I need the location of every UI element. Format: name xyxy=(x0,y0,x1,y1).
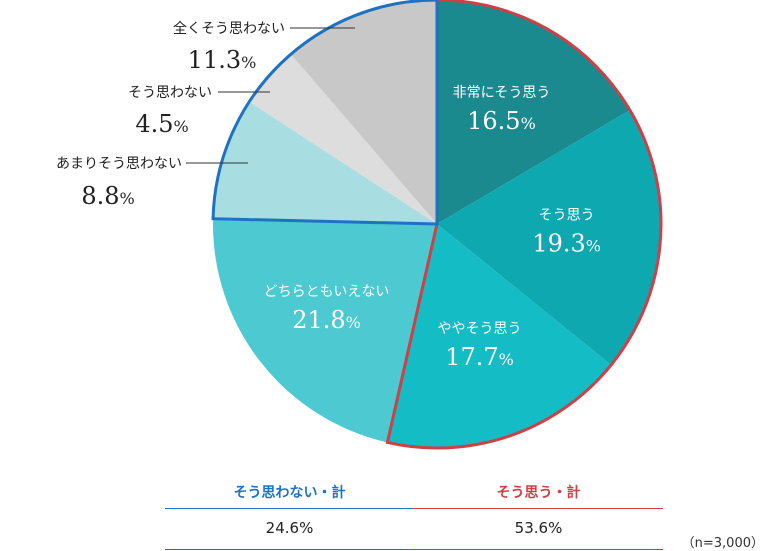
summary-agree-title: そう思う・計 xyxy=(496,485,581,501)
outer-label-6: 全くそう思わない xyxy=(173,20,285,37)
pie-slice-0 xyxy=(437,0,630,224)
outer-label-4: あまりそう思わない xyxy=(56,156,182,172)
pie-slice-5 xyxy=(249,54,437,224)
outer-value-6: 11.3% xyxy=(188,46,257,74)
summary-disagree-rule xyxy=(165,508,414,509)
slice-value-1: 19.3% xyxy=(532,230,601,258)
slice-label-1: そう思う xyxy=(539,208,595,224)
slice-label-3: どちらともいえない xyxy=(264,284,390,300)
summary-agree-value: 53.6% xyxy=(514,519,563,537)
pie-slice-1 xyxy=(437,110,662,365)
summary-agree-total: そう思う・計 53.6% xyxy=(414,478,663,550)
group-outline-0 xyxy=(385,0,663,450)
slice-value-2: 17.7% xyxy=(445,343,514,371)
summary-agree-rule xyxy=(414,508,663,509)
summary-disagree-total: そう思わない・計 24.6% xyxy=(165,478,414,550)
slice-label-2: ややそう思う xyxy=(438,321,522,337)
outer-value-4: 8.8% xyxy=(81,182,134,210)
summary-table: そう思わない・計 24.6% そう思う・計 53.6% xyxy=(165,478,663,550)
slice-label-0: 非常にそう思う xyxy=(453,85,551,101)
sample-size-note: （n=3,000） xyxy=(681,536,764,551)
outer-value-5: 4.5% xyxy=(135,110,188,138)
group-outline-1 xyxy=(211,0,439,226)
summary-disagree-value: 24.6% xyxy=(265,519,314,537)
pie-slice-2 xyxy=(387,224,612,448)
pie-chart: 非常にそう思う 16.5% そう思う 19.3% ややそう思う 17.7% どちらともいえな… xyxy=(56,0,663,450)
outer-label-5: そう思わない xyxy=(128,85,212,101)
pie-slice-4 xyxy=(213,101,437,224)
slice-value-0: 16.5% xyxy=(467,107,536,135)
pie-slice-6 xyxy=(290,0,437,224)
slice-value-3: 21.8% xyxy=(292,306,361,334)
summary-disagree-title: そう思わない・計 xyxy=(233,485,346,501)
pie-slice-3 xyxy=(213,218,437,443)
